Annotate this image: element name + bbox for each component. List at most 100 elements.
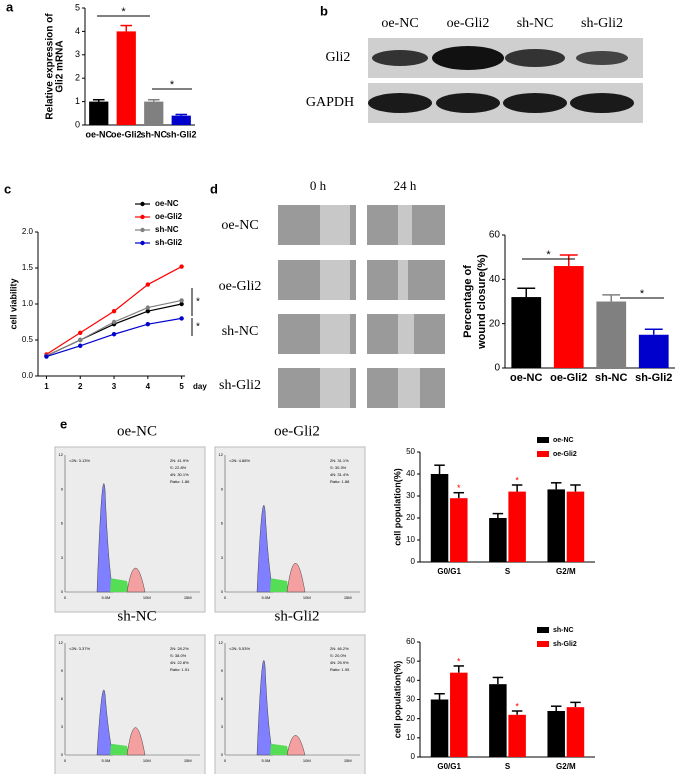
flow-g2 [286,735,306,756]
flow-y-tick: 9 [61,486,64,491]
annotation: * [170,79,175,91]
y-tick-label: 0 [411,557,416,566]
x-tick-label: oe-Gli2 [550,372,587,384]
bar [89,101,109,125]
wound-gap [398,368,420,408]
point [111,332,117,337]
wound-gap [398,314,414,354]
legend-swatch [537,641,549,647]
point [145,321,151,327]
x-tick-label: oe-Gli2 [111,129,142,139]
flow-y-tick: 6 [221,521,224,526]
wound-row-label: oe-NC [221,218,258,233]
flow-x-tick: 10M [143,758,151,763]
wound-gap [320,368,350,408]
wound-column-label: 0 h [310,178,327,193]
flow-stat: S: 38.0% [170,653,187,658]
blot-band [372,50,428,66]
point [179,316,184,321]
flow-stat: 2N: 28.2% [170,646,189,651]
bar [171,115,191,125]
flow-g2 [126,568,146,593]
y-axis-label: wound closure(%) [476,254,488,350]
flow-x-tick: 10M [143,595,151,600]
flow-x-tick: 0 [64,595,67,600]
flow-y-tick: 6 [61,521,64,526]
blot-band [570,93,634,113]
flow-y-tick: 0 [221,752,224,757]
legend-swatch [537,437,549,443]
flow-y-tick: 0 [61,752,64,757]
point [78,337,83,343]
y-tick-label: 50 [406,447,415,456]
bar [553,266,584,368]
x-tick-label: 4 [146,382,151,391]
y-tick-label: 40 [406,469,415,478]
y-tick-label: 1.5 [22,263,34,272]
flow-stat: Ratio: 1.95 [330,667,350,672]
blot-row-label: GAPDH [306,95,354,110]
flow-y-tick: 3 [221,724,224,729]
flow-y-tick: 9 [221,486,224,491]
flow-title: sh-NC [117,608,156,624]
bar [566,707,585,757]
x-tick-label: sh-Gli2 [635,372,672,384]
x-tick-label: oe-NC [510,372,542,384]
x-tick-label: G0/G1 [437,762,461,771]
x-tick-label: oe-NC [86,129,113,139]
flow-g2 [286,562,306,593]
flow-y-tick: 0 [61,589,64,594]
y-tick-label: 0 [494,363,500,374]
flow-s [270,743,289,755]
bar [596,301,627,368]
legend-marker [140,214,145,220]
flow-y-tick: 12 [219,640,224,645]
point [179,301,184,307]
bar [547,711,565,757]
legend-label: sh-NC [155,225,179,234]
y-tick-label: 30 [406,491,415,500]
x-tick-label: G0/G1 [437,567,461,576]
point [111,319,117,325]
flow-title: oe-Gli2 [274,423,320,439]
panel-label: b [320,3,328,18]
legend-swatch [537,627,549,633]
flow-stat: 2N: 46.2% [330,646,349,651]
y-tick-label: 4 [75,26,80,36]
y-tick-label: 60 [489,230,501,241]
flow-x-tick: 5.0M [101,595,110,600]
flow-x-tick: 10M [303,758,311,763]
panel-label: a [6,0,14,14]
bar [511,297,542,368]
legend-marker [140,227,145,233]
panel-label: c [4,181,11,196]
y-tick-label: 3 [75,49,80,59]
legend-label: sh-Gli2 [155,238,183,247]
annotation: * [515,475,519,485]
y-axis-label: cell population(%) [392,661,402,739]
flow-sub: <2N: 5.53% [229,646,250,651]
y-tick-label: 40 [489,274,501,285]
flow-stat: 4N: 31.4% [330,472,349,477]
flow-stat: 4N: 25.9% [330,660,349,665]
blot-band [576,51,628,65]
legend-label: oe-NC [155,199,179,208]
point [44,354,49,359]
legend-label: sh-Gli2 [553,641,577,648]
x-tick-label: S [505,762,511,771]
flow-y-tick: 0 [221,589,224,594]
bar [430,474,449,562]
blot-column-label: oe-Gli2 [447,16,490,31]
flow-x-tick: 5.0M [261,758,270,763]
flow-y-tick: 12 [219,452,224,457]
blot-band [436,93,500,113]
flow-x-tick: 15M [344,595,352,600]
y-tick-label: 10 [406,535,415,544]
flow-g1 [256,660,274,756]
legend-marker [140,240,145,246]
blot-band [505,49,565,67]
flow-x-tick: 0 [64,758,67,763]
flow-x-tick: 15M [184,595,192,600]
bar [508,491,526,562]
